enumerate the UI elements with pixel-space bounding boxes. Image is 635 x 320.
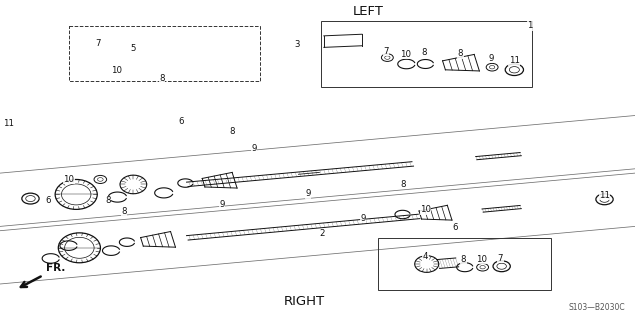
- Text: 8: 8: [401, 180, 406, 188]
- Text: 10: 10: [420, 205, 431, 214]
- Text: 8: 8: [422, 48, 427, 57]
- Text: 7: 7: [498, 254, 503, 263]
- Text: S103—B2030C: S103—B2030C: [569, 303, 625, 312]
- Text: 9: 9: [361, 214, 366, 223]
- Text: FR.: FR.: [46, 263, 65, 273]
- Text: 2: 2: [320, 229, 325, 238]
- Text: 4: 4: [423, 252, 428, 261]
- Text: 10: 10: [63, 175, 74, 184]
- Text: 9: 9: [305, 189, 311, 198]
- Text: 11: 11: [3, 119, 15, 128]
- Text: 8: 8: [105, 196, 110, 205]
- Text: 10: 10: [110, 66, 122, 75]
- Text: RIGHT: RIGHT: [284, 295, 325, 308]
- Text: 8: 8: [159, 74, 164, 83]
- Text: 8: 8: [458, 49, 463, 58]
- Text: 1: 1: [528, 21, 533, 30]
- Text: 9: 9: [220, 200, 225, 209]
- Text: 7: 7: [96, 39, 101, 48]
- Text: 8: 8: [229, 127, 234, 136]
- Text: 6: 6: [178, 117, 184, 126]
- Text: 10: 10: [476, 255, 487, 264]
- Text: 5: 5: [131, 44, 136, 52]
- Text: 8: 8: [121, 207, 126, 216]
- Text: 10: 10: [399, 50, 411, 59]
- Text: 6: 6: [452, 223, 457, 232]
- Text: 9: 9: [488, 54, 493, 63]
- Text: LEFT: LEFT: [353, 5, 384, 18]
- Text: 7: 7: [384, 47, 389, 56]
- Text: 3: 3: [295, 40, 300, 49]
- Text: 11: 11: [599, 191, 610, 200]
- Text: 9: 9: [251, 144, 257, 153]
- Text: 8: 8: [461, 255, 466, 264]
- Text: 6: 6: [46, 196, 51, 205]
- Text: 11: 11: [509, 56, 520, 65]
